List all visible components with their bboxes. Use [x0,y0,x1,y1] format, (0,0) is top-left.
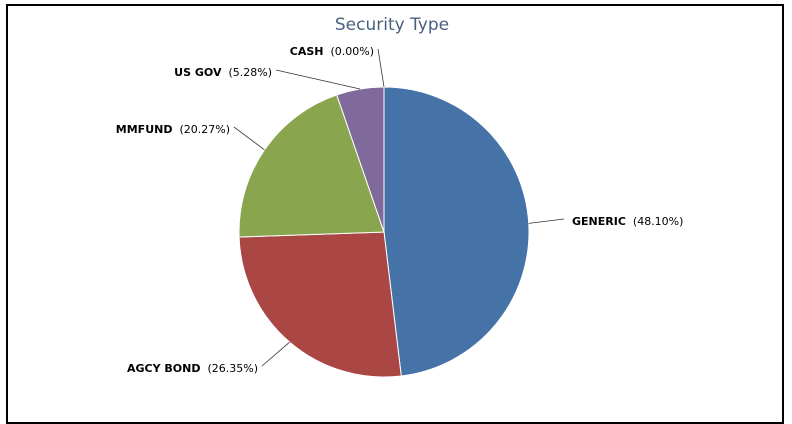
connector-mmfund [233,126,265,151]
chart-title: Security Type [334,15,450,35]
pie-slices [238,86,530,378]
pie-slice-mmfund[interactable] [238,94,385,238]
slice-name-cash: CASH [290,45,324,58]
connector-us-gov [275,69,361,90]
slice-name-generic: GENERIC [572,215,626,228]
slice-percent-generic: (48.10%) [626,215,684,228]
slice-name-us-gov: US GOV [174,66,222,79]
slice-label-agcy-bond: AGCY BOND (26.35%) [127,362,258,375]
connector-cash [377,48,385,88]
slice-percent-us-gov: (5.28%) [221,66,272,79]
slice-percent-cash: (0.00%) [323,45,374,58]
pie-chart: GENERIC (48.10%) AGCY BOND (26.35%) MMFUND… [116,45,684,378]
slice-label-generic: GENERIC (48.10%) [572,215,683,228]
slice-label-cash: CASH (0.00%) [290,45,374,58]
slice-percent-mmfund: (20.27%) [172,123,230,136]
slice-percent-agcy-bond: (26.35%) [200,362,258,375]
connector-agcy-bond [261,341,290,367]
label-connectors [233,48,565,367]
slice-labels: GENERIC (48.10%) AGCY BOND (26.35%) MMFUND… [116,45,684,375]
slice-label-mmfund: MMFUND (20.27%) [116,123,230,136]
slice-label-us-gov: US GOV (5.28%) [174,66,272,79]
slice-name-mmfund: MMFUND [116,123,173,136]
connector-generic [528,218,565,224]
pie-slice-agcy-bond[interactable] [238,231,402,378]
slice-name-agcy-bond: AGCY BOND [127,362,200,375]
pie-slice-generic[interactable] [383,86,530,377]
